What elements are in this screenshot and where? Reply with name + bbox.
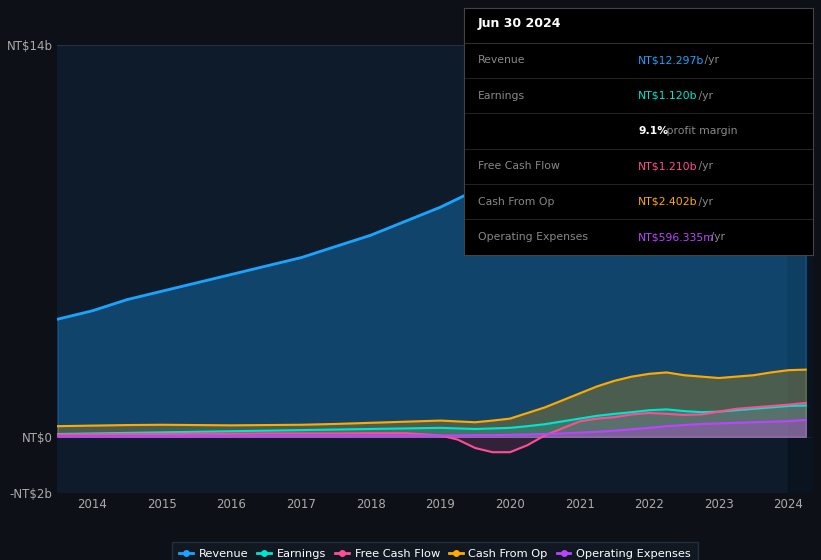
Legend: Revenue, Earnings, Free Cash Flow, Cash From Op, Operating Expenses: Revenue, Earnings, Free Cash Flow, Cash … [172, 542, 698, 560]
Text: profit margin: profit margin [663, 126, 738, 136]
Text: Cash From Op: Cash From Op [478, 197, 554, 207]
Text: Earnings: Earnings [478, 91, 525, 101]
Text: NT$1.120b: NT$1.120b [639, 91, 698, 101]
Text: NT$1.210b: NT$1.210b [639, 161, 698, 171]
Text: Operating Expenses: Operating Expenses [478, 232, 588, 242]
Text: NT$596.335m: NT$596.335m [639, 232, 715, 242]
Text: /yr: /yr [695, 197, 713, 207]
Text: /yr: /yr [701, 55, 719, 66]
Text: Free Cash Flow: Free Cash Flow [478, 161, 560, 171]
Text: /yr: /yr [708, 232, 726, 242]
Text: NT$2.402b: NT$2.402b [639, 197, 698, 207]
Text: NT$12.297b: NT$12.297b [639, 55, 704, 66]
Text: Jun 30 2024: Jun 30 2024 [478, 17, 562, 30]
Text: 9.1%: 9.1% [639, 126, 668, 136]
Text: Revenue: Revenue [478, 55, 525, 66]
Text: /yr: /yr [695, 91, 713, 101]
Text: /yr: /yr [695, 161, 713, 171]
Bar [788, 45, 821, 493]
